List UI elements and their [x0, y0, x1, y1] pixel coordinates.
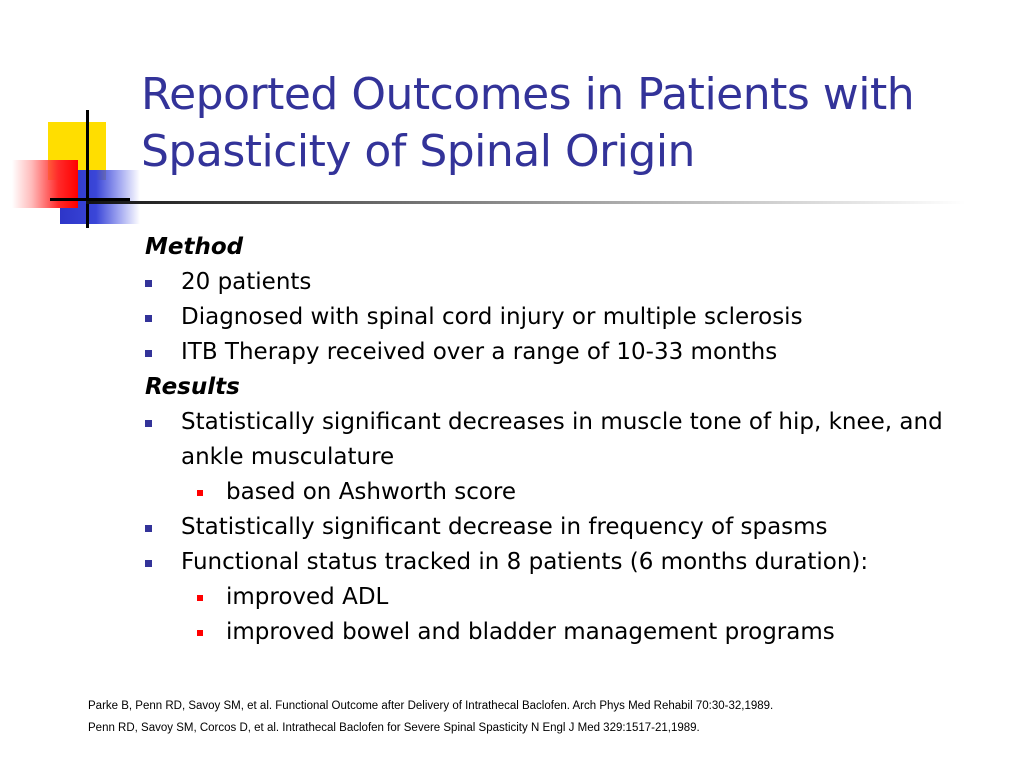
- list-item: Functional status tracked in 8 patients …: [145, 545, 1005, 580]
- list-item: Statistically significant decreases in m…: [145, 405, 1005, 475]
- square-bullet-icon: [145, 420, 152, 427]
- square-bullet-icon: [145, 280, 152, 287]
- reference-citation: Penn RD, Savoy SM, Corcos D, et al. Intr…: [88, 722, 700, 734]
- decorative-squares-logo: [0, 0, 150, 240]
- sub-list-item: improved ADL: [145, 580, 1005, 615]
- method-heading: Method: [145, 234, 244, 260]
- slide-title: Reported Outcomes in Patients with Spast…: [141, 69, 915, 177]
- list-item-text: 20 patients: [181, 269, 312, 295]
- references: Parke B, Penn RD, Savoy SM, et al. Funct…: [88, 699, 908, 743]
- list-item: ITB Therapy received over a range of 10-…: [145, 335, 1005, 370]
- horizontal-line: [50, 198, 130, 201]
- sub-list-item: improved bowel and bladder management pr…: [145, 615, 1005, 650]
- list-item-text: Diagnosed with spinal cord injury or mul…: [181, 304, 803, 330]
- list-item-text: Statistically significant decrease in fr…: [181, 514, 828, 540]
- results-heading: Results: [145, 374, 240, 400]
- red-square-bullet-icon: [197, 490, 203, 496]
- list-item-text: Functional status tracked in 8 patients …: [181, 549, 869, 575]
- sub-list-item: based on Ashworth score: [145, 475, 1005, 510]
- list-item: Statistically significant decrease in fr…: [145, 510, 1005, 545]
- sub-list-item-text: improved ADL: [226, 584, 389, 610]
- list-item-text: ITB Therapy received over a range of 10-…: [181, 339, 778, 365]
- list-item-text: Statistically significant decreases in m…: [181, 409, 943, 470]
- title-divider: [86, 201, 966, 204]
- square-bullet-icon: [145, 525, 152, 532]
- red-square-bullet-icon: [197, 630, 203, 636]
- slide-body: Method 20 patients Diagnosed with spinal…: [145, 230, 1005, 650]
- square-bullet-icon: [145, 315, 152, 322]
- reference-citation: Parke B, Penn RD, Savoy SM, et al. Funct…: [88, 700, 774, 712]
- list-item: Diagnosed with spinal cord injury or mul…: [145, 300, 1005, 335]
- list-item: 20 patients: [145, 265, 1005, 300]
- square-bullet-icon: [145, 560, 152, 567]
- square-bullet-icon: [145, 350, 152, 357]
- sub-list-item-text: based on Ashworth score: [226, 479, 517, 505]
- sub-list-item-text: improved bowel and bladder management pr…: [226, 619, 835, 645]
- red-square-bullet-icon: [197, 595, 203, 601]
- vertical-line: [86, 110, 89, 228]
